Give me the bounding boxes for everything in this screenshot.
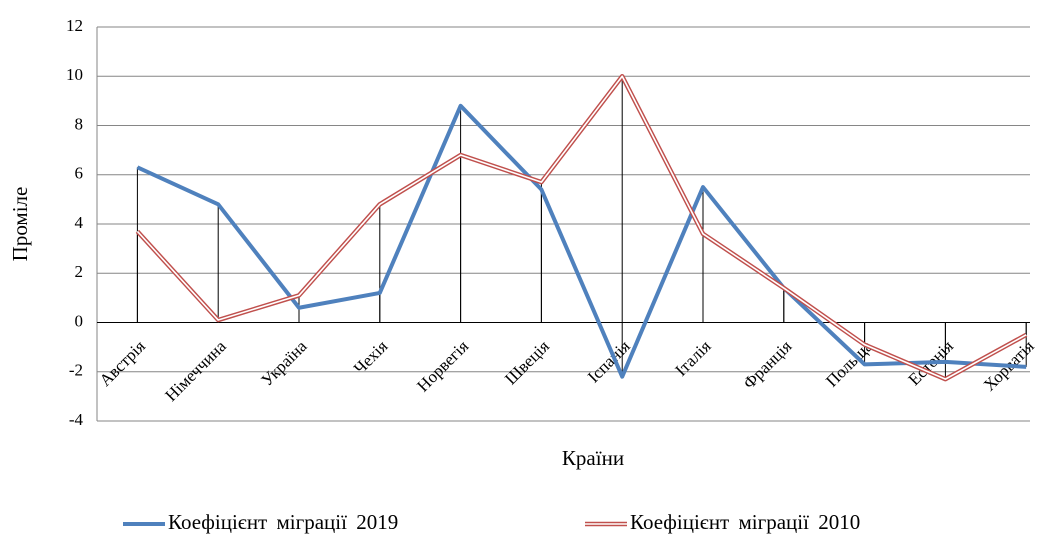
x-axis-label: Країни bbox=[562, 446, 624, 470]
y-tick-label: 0 bbox=[75, 311, 84, 330]
legend-label: Коефіцієнт міграції 2010 bbox=[630, 510, 860, 534]
y-tick-label: 4 bbox=[75, 213, 84, 232]
y-axis-label: Проміле bbox=[8, 187, 32, 262]
x-tick-label: Австрія bbox=[96, 337, 149, 390]
y-tick-label: 8 bbox=[75, 114, 84, 133]
x-tick-label: Німеччина bbox=[161, 336, 230, 405]
x-tick-label: Італія bbox=[671, 337, 714, 380]
y-tick-label: -4 bbox=[69, 410, 84, 429]
series-line bbox=[135, 74, 1028, 382]
y-tick-label: 12 bbox=[66, 16, 83, 35]
x-tick-label: Норвегія bbox=[413, 337, 472, 396]
legend-label: Коефіцієнт міграції 2019 bbox=[168, 510, 398, 534]
x-tick-label: Україна bbox=[257, 336, 311, 390]
series-line-inner bbox=[136, 75, 1027, 380]
x-tick-label: Швеція bbox=[501, 337, 553, 389]
series-line bbox=[136, 103, 1027, 379]
y-tick-label: -2 bbox=[69, 361, 83, 380]
y-tick-label: 10 bbox=[66, 65, 83, 84]
x-tick-label: Франція bbox=[739, 337, 795, 393]
y-tick-label: 2 bbox=[75, 262, 84, 281]
y-tick-label: 6 bbox=[75, 164, 84, 183]
